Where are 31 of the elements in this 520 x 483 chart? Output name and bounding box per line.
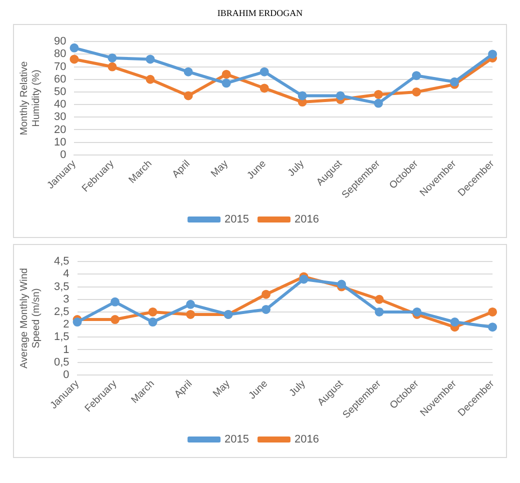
y-tick-label: 1,5 xyxy=(54,331,70,344)
y-tick-label: 2,5 xyxy=(54,306,70,318)
y-tick-label: 30 xyxy=(54,111,66,124)
y-tick-label: 2 xyxy=(63,318,70,331)
y-tick-label: 80 xyxy=(54,48,66,60)
y-tick-label: 0 xyxy=(63,368,70,381)
y-tick-label: 50 xyxy=(54,86,66,98)
legend-label: 2015 xyxy=(224,214,250,226)
y-tick-label: 4 xyxy=(63,268,70,280)
y-tick-label: 4,5 xyxy=(54,256,70,268)
x-tick-label: May xyxy=(211,378,232,400)
x-tick-label: July xyxy=(286,158,306,179)
legend-label: 2015 xyxy=(224,434,250,446)
y-tick-label: 1 xyxy=(63,344,70,356)
y-axis-title: Average Monthly Wind Speed (m/sn) xyxy=(18,268,42,368)
x-tick-label: July xyxy=(287,378,308,399)
legend-label: 2016 xyxy=(294,434,319,446)
y-axis-title: Monthly Relative Humidity (%) xyxy=(18,60,42,136)
y-tick-label: 90 xyxy=(54,36,66,48)
y-tick-label: 0 xyxy=(60,148,66,161)
x-tick-label: May xyxy=(209,158,230,180)
y-tick-label: 10 xyxy=(54,136,66,148)
y-tick-label: 3,5 xyxy=(54,280,70,293)
y-tick-label: 20 xyxy=(54,124,66,136)
text: IBRAHIM ERDOGAN xyxy=(216,8,304,18)
y-tick-label: 60 xyxy=(54,73,66,86)
y-tick-label: 3 xyxy=(63,293,70,306)
y-tick-label: 0,5 xyxy=(54,356,70,368)
y-tick-label: 40 xyxy=(54,98,66,111)
y-tick-label: 70 xyxy=(54,60,66,73)
legend-label: 2016 xyxy=(294,214,319,226)
